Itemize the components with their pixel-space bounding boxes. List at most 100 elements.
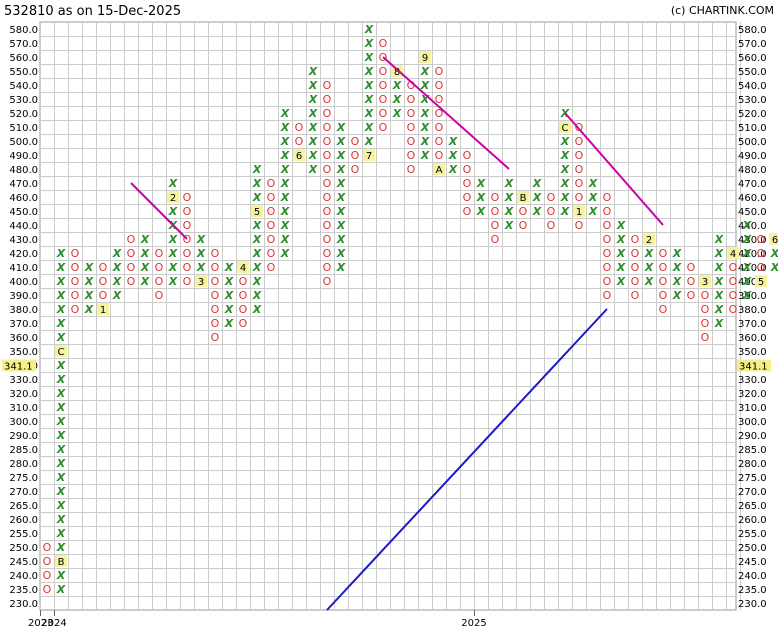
o-box: O bbox=[701, 331, 710, 344]
o-box: O bbox=[687, 261, 696, 274]
o-box: O bbox=[295, 121, 304, 134]
x-box: X bbox=[532, 205, 542, 218]
y-tick-left: 510.0 bbox=[9, 123, 38, 134]
x-box: X bbox=[560, 149, 570, 162]
y-tick-right: 350.0 bbox=[738, 347, 767, 358]
o-box: O bbox=[267, 247, 276, 260]
month-marker-bg bbox=[643, 233, 655, 245]
chart-title: 532810 as on 15-Dec-2025 bbox=[4, 4, 182, 19]
y-tick-right: 410.0 bbox=[738, 263, 767, 274]
o-box: O bbox=[435, 65, 444, 78]
x-box: X bbox=[56, 275, 66, 288]
x-box: X bbox=[168, 275, 178, 288]
x-box: X bbox=[364, 135, 374, 148]
x-box: X bbox=[672, 275, 682, 288]
y-tick-right: 380.0 bbox=[738, 305, 767, 316]
y-tick-left: 240.0 bbox=[9, 571, 38, 582]
o-box: O bbox=[323, 275, 332, 288]
o-box: O bbox=[155, 261, 164, 274]
y-tick-right: 300.0 bbox=[738, 417, 767, 428]
x-box: X bbox=[742, 247, 752, 260]
o-box: O bbox=[603, 261, 612, 274]
x-box: X bbox=[336, 219, 346, 232]
month-marker: 9 bbox=[422, 53, 428, 64]
o-box: O bbox=[323, 149, 332, 162]
x-box: X bbox=[56, 289, 66, 302]
x-box: X bbox=[308, 107, 318, 120]
o-box: O bbox=[519, 219, 528, 232]
y-tick-right: 540.0 bbox=[738, 81, 767, 92]
x-box: X bbox=[56, 443, 66, 456]
o-box: O bbox=[323, 233, 332, 246]
y-tick-right: 330.0 bbox=[738, 375, 767, 386]
month-marker-bg bbox=[55, 555, 67, 567]
o-box: O bbox=[575, 191, 584, 204]
o-box: O bbox=[463, 177, 472, 190]
y-tick-left: 230.0 bbox=[9, 599, 38, 610]
bearish-trend-line bbox=[564, 112, 664, 226]
o-box: O bbox=[71, 275, 80, 288]
y-tick-left: 245.0 bbox=[9, 557, 38, 568]
x-box: X bbox=[364, 79, 374, 92]
x-box: X bbox=[280, 233, 290, 246]
y-tick-right: 240.0 bbox=[738, 571, 767, 582]
x-box: X bbox=[742, 219, 752, 232]
o-box: O bbox=[435, 93, 444, 106]
y-tick-right: 290.0 bbox=[738, 431, 767, 442]
x-box: X bbox=[140, 233, 150, 246]
y-tick-right: 370.0 bbox=[738, 319, 767, 330]
o-box: O bbox=[351, 135, 360, 148]
o-box: O bbox=[323, 261, 332, 274]
y-tick-left: 280.0 bbox=[9, 459, 38, 470]
y-tick-right: 470.0 bbox=[738, 179, 767, 190]
o-box: O bbox=[603, 247, 612, 260]
month-marker: 2 bbox=[170, 193, 176, 204]
o-box: O bbox=[267, 261, 276, 274]
y-tick-left: 410.0 bbox=[9, 263, 38, 274]
x-box: X bbox=[476, 177, 486, 190]
x-box: X bbox=[770, 261, 778, 274]
o-box: O bbox=[267, 233, 276, 246]
x-box: X bbox=[84, 289, 94, 302]
month-marker: 1 bbox=[576, 207, 582, 218]
bearish-trend-line bbox=[130, 182, 188, 240]
x-box: X bbox=[280, 205, 290, 218]
y-tick-right: 400.0 bbox=[738, 277, 767, 288]
o-box: O bbox=[239, 317, 248, 330]
o-box: O bbox=[659, 261, 668, 274]
x-box: X bbox=[504, 177, 514, 190]
o-box: O bbox=[575, 121, 584, 134]
o-box: O bbox=[463, 149, 472, 162]
x-box: X bbox=[56, 429, 66, 442]
x-box: X bbox=[56, 317, 66, 330]
y-tick-left: 430.0 bbox=[9, 235, 38, 246]
y-tick-left: 380.0 bbox=[9, 305, 38, 316]
x-box: X bbox=[308, 149, 318, 162]
x-box: X bbox=[476, 191, 486, 204]
y-tick-left: 500.0 bbox=[9, 137, 38, 148]
o-box: O bbox=[211, 275, 220, 288]
x-box: X bbox=[336, 191, 346, 204]
x-box: X bbox=[112, 289, 122, 302]
y-tick-right: 420.0 bbox=[738, 249, 767, 260]
y-tick-left: 235.0 bbox=[9, 585, 38, 596]
chart-source: (c) CHARTINK.COM bbox=[670, 4, 774, 17]
o-box: O bbox=[659, 275, 668, 288]
y-tick-left: 580.0 bbox=[9, 25, 38, 36]
o-box: O bbox=[155, 289, 164, 302]
o-box: O bbox=[575, 135, 584, 148]
month-marker-bg bbox=[755, 275, 767, 287]
x-box: X bbox=[280, 135, 290, 148]
x-box: X bbox=[476, 205, 486, 218]
o-box: O bbox=[183, 247, 192, 260]
o-box: O bbox=[757, 261, 766, 274]
x-box: X bbox=[644, 261, 654, 274]
x-box: X bbox=[420, 121, 430, 134]
x-box: X bbox=[56, 247, 66, 260]
y-tick-right: 280.0 bbox=[738, 459, 767, 470]
month-marker: C bbox=[58, 347, 65, 358]
x-box: X bbox=[336, 247, 346, 260]
x-box: X bbox=[560, 135, 570, 148]
x-box: X bbox=[56, 471, 66, 484]
